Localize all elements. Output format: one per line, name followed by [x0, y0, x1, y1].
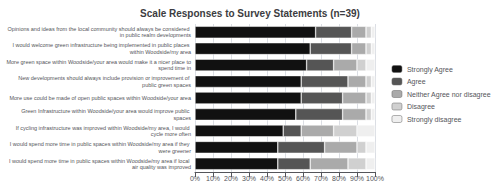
svg-text:Green Infrastructure within Wo: Green Infrastructure within Woodside/you… [21, 108, 191, 114]
svg-text:More green space within Woodsi: More green space within Woodside/your ar… [6, 59, 191, 65]
svg-text:70%: 70% [314, 175, 328, 182]
svg-text:Disagree: Disagree [407, 103, 435, 111]
svg-text:Opinions and ideas from the lo: Opinions and ideas from the local commun… [8, 26, 191, 32]
svg-text:30%: 30% [242, 175, 256, 182]
svg-text:were greener: were greener [158, 148, 192, 154]
svg-text:Neither Agree nor disagree: Neither Agree nor disagree [407, 91, 491, 99]
svg-text:Strongly disagree: Strongly disagree [407, 116, 462, 124]
svg-text:air quality was improved: air quality was improved [132, 164, 191, 170]
svg-text:in public realm developments: in public realm developments [120, 32, 191, 38]
svg-text:0%: 0% [190, 175, 200, 182]
svg-text:20%: 20% [224, 175, 238, 182]
svg-text:If cycling infrastructure was: If cycling infrastructure was improved w… [16, 125, 191, 131]
svg-text:spaces: spaces [174, 115, 192, 121]
svg-text:cycle more often: cycle more often [151, 131, 191, 137]
svg-text:New developments should always: New developments should always include p… [18, 75, 191, 81]
svg-text:spend time in: spend time in [157, 65, 191, 71]
svg-text:within Woodside/my area: within Woodside/my area [129, 49, 192, 55]
svg-text:Scale Responses to Survey Stat: Scale Responses to Survey Statements (n=… [140, 8, 360, 19]
svg-text:10%: 10% [206, 175, 220, 182]
svg-text:Strongly Agree: Strongly Agree [407, 66, 453, 74]
svg-text:40%: 40% [260, 175, 274, 182]
svg-text:Agree: Agree [407, 78, 426, 86]
svg-text:I would welcome green infrastr: I would welcome green infrastructure bei… [12, 42, 191, 48]
svg-text:60%: 60% [296, 175, 310, 182]
svg-text:100%: 100% [366, 175, 384, 182]
svg-text:80%: 80% [332, 175, 346, 182]
svg-text:I would spend more time in pub: I would spend more time in public spaces… [9, 158, 191, 164]
svg-text:50%: 50% [278, 175, 292, 182]
svg-text:More use could be made of open: More use could be made of open public sp… [9, 95, 191, 101]
svg-text:90%: 90% [350, 175, 364, 182]
svg-text:I would spend more time in pub: I would spend more time in public spaces… [10, 141, 191, 147]
svg-text:public green spaces: public green spaces [142, 82, 191, 88]
